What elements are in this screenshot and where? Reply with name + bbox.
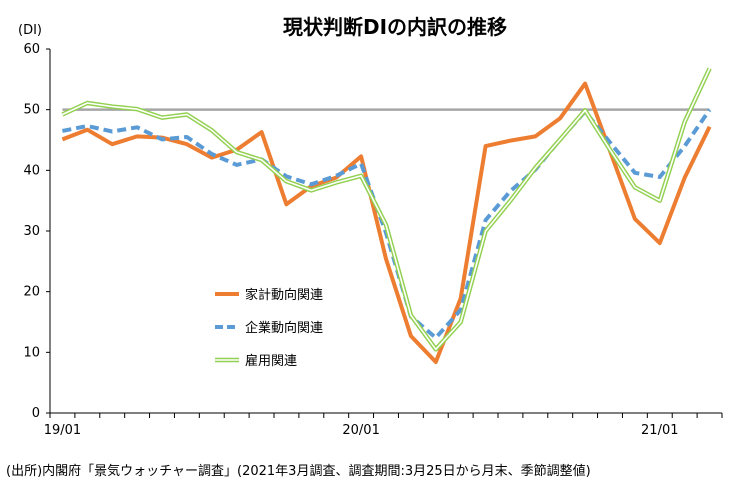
chart-title: 現状判断DIの内訳の推移 xyxy=(283,15,507,39)
y-axis-label: (DI) xyxy=(18,23,42,38)
y-tick-label: 30 xyxy=(23,224,40,239)
series-line-2-inner xyxy=(62,68,711,351)
source-footnote: (出所)内閣府「景気ウォッチャー調査」(2021年3月調査、調査期間:3月25日… xyxy=(6,463,591,479)
series-lines xyxy=(61,67,712,364)
axes: 0 10 20 30 40 50 60 19/01 20/01 21/01 xyxy=(23,42,723,438)
x-tick-label: 20/01 xyxy=(342,423,379,438)
x-tick-label: 19/01 xyxy=(44,423,81,438)
y-tick-label: 10 xyxy=(23,345,40,360)
legend-label-0: 家計動向関連 xyxy=(245,287,323,303)
y-tick-label: 60 xyxy=(23,42,40,57)
y-tick-label: 40 xyxy=(23,163,40,178)
x-tick-label: 21/01 xyxy=(641,423,678,438)
y-tick-label: 0 xyxy=(32,406,40,421)
y-tick-label: 50 xyxy=(23,103,40,118)
legend-label-1: 企業動向関連 xyxy=(245,320,323,336)
legend-label-2: 雇用関連 xyxy=(245,353,297,369)
y-tick-label: 20 xyxy=(23,285,40,300)
